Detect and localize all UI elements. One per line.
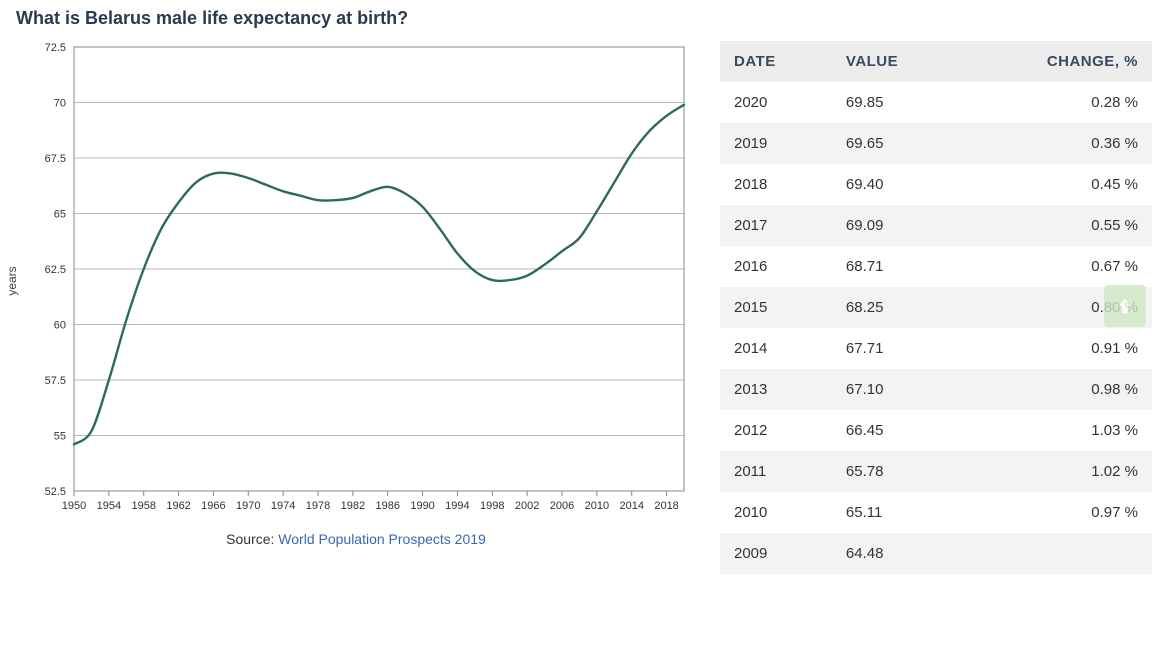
col-date: DATE bbox=[720, 41, 832, 82]
svg-text:1998: 1998 bbox=[480, 500, 504, 512]
svg-text:2002: 2002 bbox=[515, 500, 539, 512]
page-container: What is Belarus male life expectancy at … bbox=[0, 0, 1168, 582]
table-row: 201367.100.98 % bbox=[720, 369, 1152, 410]
cell-date: 2013 bbox=[720, 369, 832, 410]
table-row: 201065.110.97 % bbox=[720, 492, 1152, 533]
cell-date: 2016 bbox=[720, 246, 832, 287]
svg-text:57.5: 57.5 bbox=[45, 375, 66, 387]
table-row: 201467.710.91 % bbox=[720, 328, 1152, 369]
content-row: years 52.55557.56062.56567.57072.5195019… bbox=[16, 41, 1152, 574]
cell-date: 2018 bbox=[720, 164, 832, 205]
table-header-row: DATE VALUE CHANGE, % bbox=[720, 41, 1152, 82]
data-table: DATE VALUE CHANGE, % 202069.850.28 %2019… bbox=[720, 41, 1152, 574]
cell-value: 69.85 bbox=[832, 82, 961, 123]
svg-text:1966: 1966 bbox=[201, 500, 225, 512]
col-value: VALUE bbox=[832, 41, 961, 82]
table-row: 202069.850.28 % bbox=[720, 82, 1152, 123]
chart-source: Source: World Population Prospects 2019 bbox=[16, 531, 696, 547]
table-row: 201165.781.02 % bbox=[720, 451, 1152, 492]
table-row: 201266.451.03 % bbox=[720, 410, 1152, 451]
cell-change: 1.02 % bbox=[961, 451, 1152, 492]
svg-text:2006: 2006 bbox=[550, 500, 574, 512]
svg-text:1978: 1978 bbox=[306, 500, 330, 512]
cell-date: 2015 bbox=[720, 287, 832, 328]
svg-text:65: 65 bbox=[54, 209, 66, 221]
svg-text:1986: 1986 bbox=[375, 500, 399, 512]
svg-text:60: 60 bbox=[54, 320, 66, 332]
svg-text:2010: 2010 bbox=[585, 500, 609, 512]
source-link[interactable]: World Population Prospects 2019 bbox=[278, 531, 486, 547]
svg-text:1994: 1994 bbox=[445, 500, 469, 512]
cell-value: 68.25 bbox=[832, 287, 961, 328]
cell-value: 65.78 bbox=[832, 451, 961, 492]
svg-text:62.5: 62.5 bbox=[45, 264, 66, 276]
cell-date: 2012 bbox=[720, 410, 832, 451]
svg-text:1962: 1962 bbox=[166, 500, 190, 512]
cell-date: 2017 bbox=[720, 205, 832, 246]
svg-text:1970: 1970 bbox=[236, 500, 260, 512]
svg-text:2014: 2014 bbox=[619, 500, 643, 512]
cell-date: 2011 bbox=[720, 451, 832, 492]
chart-y-axis-label: years bbox=[5, 266, 19, 295]
svg-text:1982: 1982 bbox=[341, 500, 365, 512]
table-column: DATE VALUE CHANGE, % 202069.850.28 %2019… bbox=[720, 41, 1152, 574]
cell-date: 2009 bbox=[720, 533, 832, 574]
table-row: 201769.090.55 % bbox=[720, 205, 1152, 246]
svg-text:1950: 1950 bbox=[62, 500, 86, 512]
cell-value: 69.40 bbox=[832, 164, 961, 205]
cell-date: 2014 bbox=[720, 328, 832, 369]
svg-text:1954: 1954 bbox=[97, 500, 121, 512]
svg-text:72.5: 72.5 bbox=[45, 42, 66, 54]
cell-change: 0.36 % bbox=[961, 123, 1152, 164]
cell-change: 0.28 % bbox=[961, 82, 1152, 123]
cell-change: 0.98 % bbox=[961, 369, 1152, 410]
cell-date: 2020 bbox=[720, 82, 832, 123]
chart-box: years 52.55557.56062.56567.57072.5195019… bbox=[16, 41, 696, 521]
svg-text:1990: 1990 bbox=[410, 500, 434, 512]
scroll-to-top-button[interactable] bbox=[1104, 285, 1146, 327]
cell-value: 65.11 bbox=[832, 492, 961, 533]
table-row: 201969.650.36 % bbox=[720, 123, 1152, 164]
arrow-up-icon bbox=[1114, 295, 1136, 317]
cell-change: 0.91 % bbox=[961, 328, 1152, 369]
cell-value: 64.48 bbox=[832, 533, 961, 574]
cell-value: 67.71 bbox=[832, 328, 961, 369]
svg-text:70: 70 bbox=[54, 98, 66, 110]
table-row: 201668.710.67 % bbox=[720, 246, 1152, 287]
svg-text:67.5: 67.5 bbox=[45, 153, 66, 165]
cell-date: 2010 bbox=[720, 492, 832, 533]
cell-date: 2019 bbox=[720, 123, 832, 164]
cell-value: 66.45 bbox=[832, 410, 961, 451]
cell-change: 0.45 % bbox=[961, 164, 1152, 205]
table-row: 201869.400.45 % bbox=[720, 164, 1152, 205]
cell-change: 1.03 % bbox=[961, 410, 1152, 451]
cell-value: 69.65 bbox=[832, 123, 961, 164]
svg-text:1958: 1958 bbox=[131, 500, 155, 512]
table-row: 200964.48 bbox=[720, 533, 1152, 574]
source-label: Source: bbox=[226, 531, 274, 547]
cell-change bbox=[961, 533, 1152, 574]
chart-column: years 52.55557.56062.56567.57072.5195019… bbox=[16, 41, 696, 547]
svg-text:1974: 1974 bbox=[271, 500, 295, 512]
page-title: What is Belarus male life expectancy at … bbox=[16, 8, 1152, 29]
svg-text:2018: 2018 bbox=[654, 500, 678, 512]
line-chart: 52.5 55 57.5 60 62.5 65 67.5 70 72.5 1950 1954 1958… bbox=[16, 41, 696, 521]
cell-change: 0.55 % bbox=[961, 205, 1152, 246]
table-row: 201568.250.80 % bbox=[720, 287, 1152, 328]
svg-text:55: 55 bbox=[54, 431, 66, 443]
cell-value: 69.09 bbox=[832, 205, 961, 246]
cell-change: 0.97 % bbox=[961, 492, 1152, 533]
cell-value: 67.10 bbox=[832, 369, 961, 410]
col-change: CHANGE, % bbox=[961, 41, 1152, 82]
cell-value: 68.71 bbox=[832, 246, 961, 287]
cell-change: 0.67 % bbox=[961, 246, 1152, 287]
svg-text:52.5: 52.5 bbox=[45, 486, 66, 498]
